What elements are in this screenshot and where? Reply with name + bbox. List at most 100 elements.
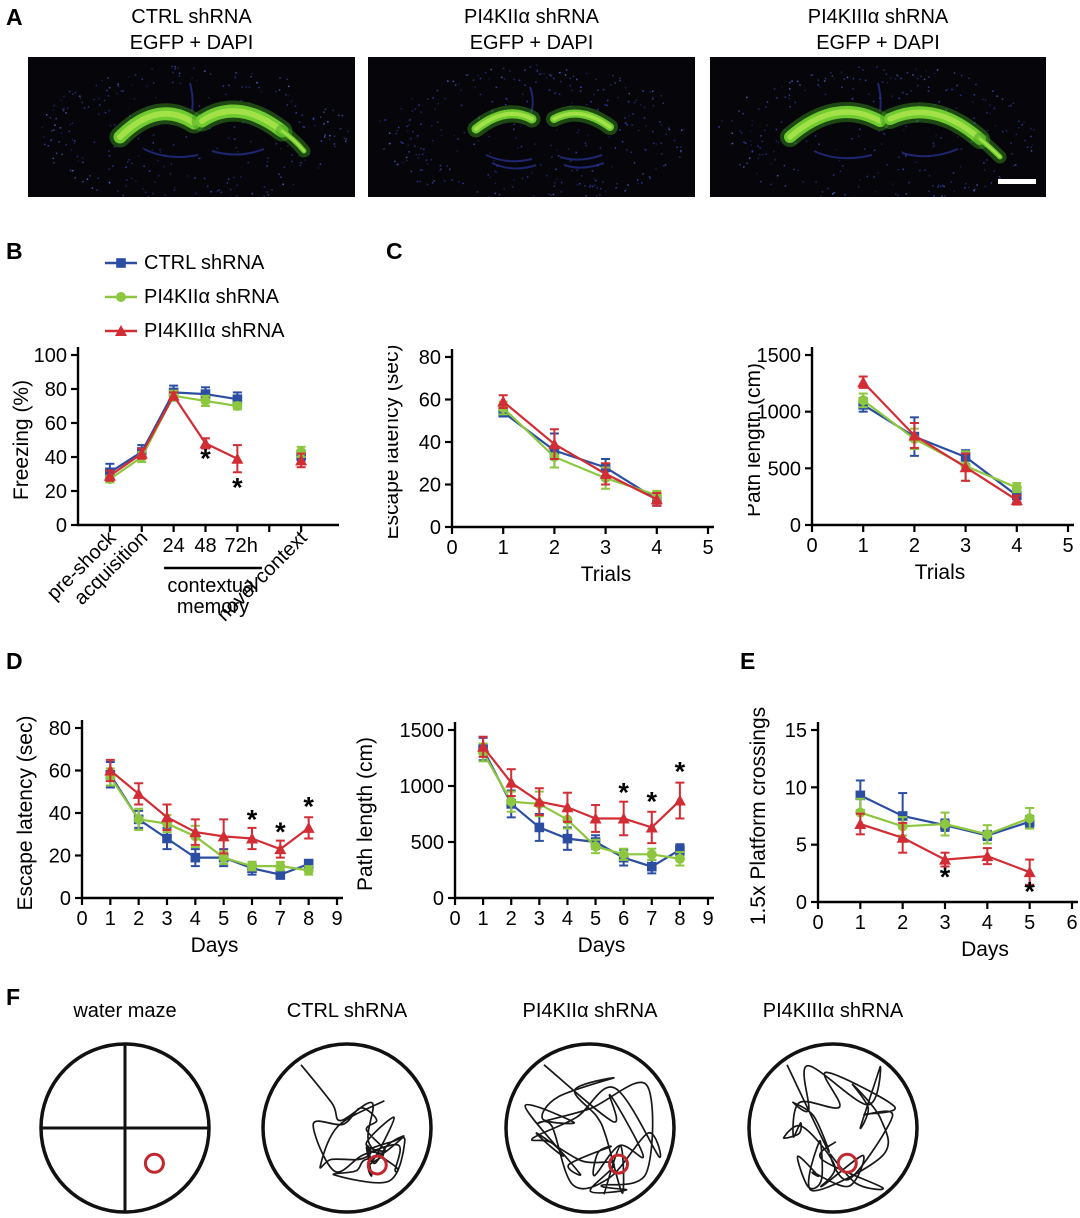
micrograph-title-line2: EGFP + DAPI xyxy=(710,30,1046,56)
svg-text:20: 20 xyxy=(49,846,71,868)
svg-text:0: 0 xyxy=(76,908,87,930)
svg-text:4: 4 xyxy=(651,537,662,559)
svg-text:1: 1 xyxy=(478,908,489,930)
svg-text:40: 40 xyxy=(45,447,67,469)
y-axis-label: Escape latency (sec) xyxy=(388,345,403,540)
significance-star: * xyxy=(232,473,243,503)
svg-text:10: 10 xyxy=(785,777,807,799)
y-axis-label: Path length (cm) xyxy=(748,363,765,517)
bracket-label: contextual xyxy=(167,575,258,597)
svg-text:5: 5 xyxy=(1024,912,1035,934)
svg-text:2: 2 xyxy=(909,535,920,557)
svg-text:40: 40 xyxy=(419,432,441,454)
micrograph-title-line1: PI4KIIIα shRNA xyxy=(710,4,1046,30)
svg-text:5: 5 xyxy=(796,835,807,857)
svg-text:15: 15 xyxy=(785,720,807,742)
micrograph-ctrl-shrna xyxy=(28,57,355,197)
svg-text:1: 1 xyxy=(498,537,509,559)
maze-title-ctrl: CTRL shRNA xyxy=(237,1000,457,1023)
y-axis-label: Escape latency (sec) xyxy=(14,716,37,911)
svg-text:20: 20 xyxy=(419,475,441,497)
maze-title-water-maze: water maze xyxy=(15,1000,235,1023)
svg-text:0: 0 xyxy=(446,537,457,559)
svg-text:0: 0 xyxy=(449,908,460,930)
svg-text:5: 5 xyxy=(1062,535,1073,557)
x-axis-label: Days xyxy=(191,934,239,957)
significance-star: * xyxy=(275,817,286,847)
svg-text:0: 0 xyxy=(430,517,441,539)
y-axis-label: Freezing (%) xyxy=(12,380,33,500)
svg-text:1: 1 xyxy=(855,912,866,934)
svg-text:5: 5 xyxy=(590,908,601,930)
svg-text:0: 0 xyxy=(790,515,801,537)
x-axis-label: Trials xyxy=(915,561,966,584)
svg-text:6: 6 xyxy=(618,908,629,930)
bracket-label: memory xyxy=(177,596,249,618)
svg-text:60: 60 xyxy=(49,761,71,783)
swim-trace-pi4kiii xyxy=(743,1038,923,1218)
significance-star: * xyxy=(1024,877,1035,907)
svg-text:0: 0 xyxy=(433,888,444,910)
panel-b-label: B xyxy=(6,240,23,263)
svg-text:0: 0 xyxy=(796,892,807,914)
svg-text:8: 8 xyxy=(303,908,314,930)
micrograph-pi4kii-shrna xyxy=(368,57,695,197)
panel-e-label: E xyxy=(740,650,755,673)
svg-text:5: 5 xyxy=(218,908,229,930)
significance-star: * xyxy=(675,756,686,786)
svg-text:100: 100 xyxy=(34,345,67,367)
svg-text:2: 2 xyxy=(133,908,144,930)
svg-text:20: 20 xyxy=(45,481,67,503)
significance-star: * xyxy=(200,444,211,474)
legend-item-pi4kii: PI4KIIα shRNA xyxy=(104,280,285,314)
chart-legend: CTRL shRNA PI4KIIα shRNA PI4KIIIα shRNA xyxy=(104,246,285,348)
legend-marker-triangle xyxy=(104,323,138,339)
water-maze-diagram xyxy=(35,1038,215,1218)
x-axis-label: Days xyxy=(961,938,1009,960)
scale-bar xyxy=(998,179,1036,184)
significance-star: * xyxy=(618,778,629,808)
svg-text:6: 6 xyxy=(1066,912,1077,934)
maze-title-pi4kiii: PI4KIIIα shRNA xyxy=(723,1000,943,1023)
series-pi4kii-shrna xyxy=(858,394,1022,493)
series-ctrl-shrna xyxy=(498,407,661,505)
svg-text:1000: 1000 xyxy=(400,776,445,798)
significance-star: * xyxy=(303,792,314,822)
svg-text:1: 1 xyxy=(858,535,869,557)
svg-text:2: 2 xyxy=(506,908,517,930)
legend-marker-square xyxy=(104,255,138,271)
panel-a-label: A xyxy=(6,6,23,29)
svg-text:500: 500 xyxy=(411,832,444,854)
y-axis-label: Path length (cm) xyxy=(354,737,377,891)
significance-star: * xyxy=(647,787,658,817)
maze-title-pi4kii: PI4KIIα shRNA xyxy=(480,1000,700,1023)
svg-text:4: 4 xyxy=(562,908,573,930)
x-hour-label: 72h xyxy=(225,535,258,557)
svg-text:1500: 1500 xyxy=(400,720,445,742)
svg-text:4: 4 xyxy=(982,912,993,934)
svg-text:9: 9 xyxy=(702,908,713,930)
svg-text:8: 8 xyxy=(674,908,685,930)
micrograph-title-line2: EGFP + DAPI xyxy=(28,30,355,56)
svg-text:7: 7 xyxy=(275,908,286,930)
legend-label: PI4KIIα shRNA xyxy=(144,286,279,309)
micrograph-title-line1: PI4KIIα shRNA xyxy=(368,4,695,30)
significance-star: * xyxy=(247,804,258,834)
svg-text:4: 4 xyxy=(1011,535,1022,557)
svg-text:0: 0 xyxy=(812,912,823,934)
panel-c-label: C xyxy=(386,240,403,263)
svg-text:4: 4 xyxy=(190,908,201,930)
micrograph-title-ctrl: CTRL shRNA EGFP + DAPI xyxy=(28,4,355,56)
svg-text:9: 9 xyxy=(331,908,342,930)
y-axis-label: 1.5x Platform crossings xyxy=(747,707,770,925)
svg-text:60: 60 xyxy=(45,413,67,435)
legend-item-ctrl: CTRL shRNA xyxy=(104,246,285,280)
svg-text:3: 3 xyxy=(939,912,950,934)
svg-text:80: 80 xyxy=(49,718,71,740)
